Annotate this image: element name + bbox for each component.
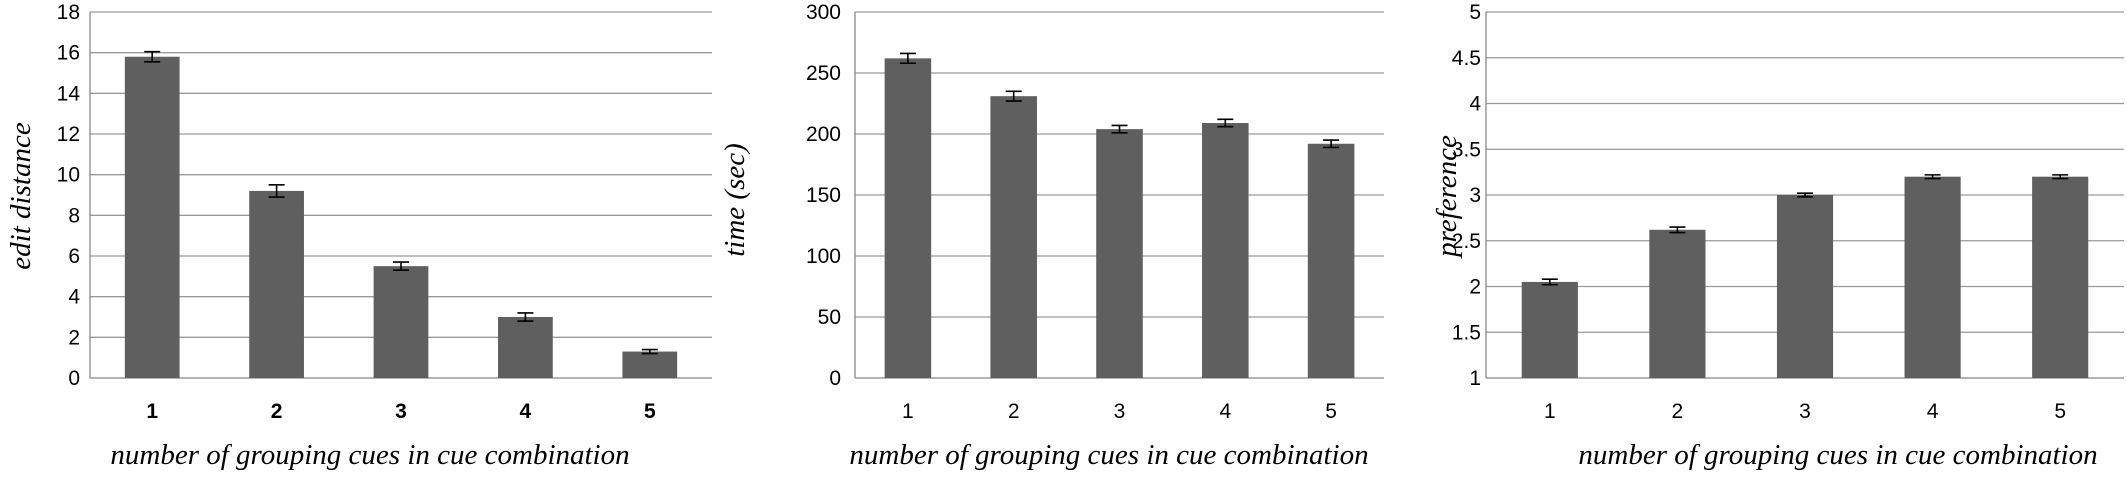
- time-error-bar-4: [1217, 118, 1234, 128]
- preference-x-tick-label: 3: [1799, 400, 1811, 423]
- time-y-ticks: 0 50 100 150 200 250 300: [806, 1, 841, 390]
- time-y-tick-label: 200: [806, 123, 841, 146]
- time-error-bar-5: [1323, 139, 1340, 149]
- time-x-tick-label: 2: [1008, 400, 1020, 423]
- time-x-ticks: 1 2 3 4 5: [902, 400, 1337, 423]
- edit-distance-y-tick-label: 14: [57, 82, 81, 105]
- edit-distance-x-tick-label: 1: [146, 400, 158, 423]
- preference-x-tick-label: 5: [2054, 400, 2066, 423]
- preference-y-tick-label: 4: [1469, 93, 1481, 116]
- preference-bars: [1521, 176, 2089, 378]
- edit-distance-y-tick-label: 8: [68, 204, 80, 227]
- time-chart: 0 50 100 150 200 250 300 1 2 3 4 5 number of group…: [719, 1, 1384, 471]
- edit-distance-y-tick-label: 16: [57, 42, 80, 65]
- edit-distance-x-ticks: 1 2 3 4 5: [146, 400, 656, 423]
- edit-distance-x-tick-label: 5: [644, 400, 656, 423]
- edit-distance-error-bar-2: [268, 184, 285, 198]
- time-y-tick-label: 150: [806, 184, 841, 207]
- time-bar-1: [884, 58, 932, 379]
- time-bar-3: [1096, 129, 1143, 378]
- edit-distance-y-tick-label: 0: [68, 367, 80, 390]
- time-error-bar-1: [899, 52, 916, 65]
- time-x-axis-title: number of grouping cues in cue combinati…: [849, 439, 1368, 471]
- edit-distance-x-tick-label: 2: [271, 400, 283, 423]
- time-bar-2: [990, 96, 1037, 379]
- time-y-tick-label: 250: [806, 62, 841, 85]
- edit-distance-bar-4: [498, 317, 553, 378]
- preference-y-tick-label: 3.5: [1452, 138, 1481, 161]
- edit-distance-bars: [124, 56, 678, 378]
- edit-distance-y-ticks: 0 2 4 6 8 10 12 14 16 18: [57, 1, 81, 390]
- preference-error-bar-4: [1924, 174, 1941, 180]
- edit-distance-bar-5: [622, 351, 678, 378]
- preference-x-ticks: 1 2 3 4 5: [1544, 400, 2066, 423]
- edit-distance-x-tick-label: 3: [395, 400, 407, 423]
- edit-distance-error-bar-3: [393, 261, 409, 272]
- edit-distance-y-tick-label: 12: [57, 123, 80, 146]
- time-y-axis-title: time (sec): [719, 143, 751, 257]
- preference-chart: 1 1.5 2 2.5 3 3.5 4 4.5 5 1 2 3 4 5 number of groupi…: [1431, 1, 2124, 471]
- preference-y-tick-label: 4.5: [1452, 47, 1481, 70]
- preference-bar-1: [1521, 281, 1578, 378]
- time-error-bar-3: [1111, 124, 1128, 134]
- edit-distance-error-bar-1: [144, 50, 161, 63]
- time-x-tick-label: 1: [902, 400, 914, 423]
- edit-distance-error-bar-4: [517, 312, 534, 322]
- time-y-tick-label: 100: [806, 245, 841, 268]
- preference-x-axis-title: number of grouping cues in cue combinati…: [1578, 439, 2097, 471]
- preference-error-bar-1: [1541, 278, 1558, 286]
- edit-distance-x-axis-title: number of grouping cues in cue combinati…: [110, 439, 629, 471]
- preference-y-ticks: 1 1.5 2 2.5 3 3.5 4 4.5 5: [1452, 1, 1482, 390]
- time-x-tick-label: 5: [1325, 400, 1337, 423]
- preference-bar-4: [1904, 176, 1961, 378]
- preference-y-tick-label: 5: [1469, 1, 1481, 24]
- preference-y-tick-label: 1: [1469, 367, 1481, 390]
- time-y-tick-label: 0: [829, 367, 841, 390]
- edit-distance-error-bars: [144, 50, 658, 355]
- edit-distance-error-bar-5: [641, 348, 658, 355]
- edit-distance-y-tick-label: 10: [57, 164, 80, 187]
- edit-distance-y-tick-label: 2: [68, 326, 80, 349]
- time-bars: [884, 58, 1355, 379]
- preference-bar-5: [2032, 176, 2089, 378]
- preference-x-tick-label: 1: [1544, 400, 1556, 423]
- time-y-tick-label: 300: [806, 1, 841, 24]
- time-bar-5: [1307, 143, 1355, 378]
- preference-bar-3: [1776, 195, 1834, 378]
- edit-distance-y-tick-label: 18: [57, 1, 80, 24]
- edit-distance-y-tick-label: 4: [68, 286, 80, 309]
- preference-x-tick-label: 2: [1672, 400, 1684, 423]
- preference-y-tick-label: 1.5: [1452, 321, 1481, 344]
- preference-error-bars: [1541, 174, 2069, 286]
- time-y-tick-label: 50: [818, 306, 841, 329]
- time-error-bar-2: [1005, 90, 1022, 102]
- preference-y-tick-label: 3: [1469, 184, 1481, 207]
- preference-y-tick-label: 2.5: [1452, 230, 1481, 253]
- edit-distance-gridlines: [89, 11, 712, 379]
- time-x-tick-label: 4: [1219, 400, 1231, 423]
- edit-distance-y-tick-label: 6: [68, 245, 80, 268]
- edit-distance-bar-1: [124, 56, 180, 378]
- time-x-tick-label: 3: [1114, 400, 1126, 423]
- preference-y-axis-title: preference: [1431, 135, 1463, 259]
- preference-y-tick-label: 2: [1469, 276, 1481, 299]
- time-bar-4: [1202, 123, 1249, 379]
- edit-distance-y-axis-title: edit distance: [5, 122, 37, 270]
- edit-distance-bar-3: [373, 266, 429, 378]
- time-error-bars: [899, 52, 1340, 149]
- preference-error-bar-5: [2052, 174, 2069, 180]
- preference-error-bar-2: [1669, 226, 1686, 234]
- preference-bar-2: [1649, 229, 1706, 378]
- edit-distance-x-tick-label: 4: [520, 400, 532, 423]
- preference-error-bar-3: [1797, 192, 1813, 198]
- preference-x-tick-label: 4: [1927, 400, 1939, 423]
- edit-distance-bar-2: [249, 190, 304, 378]
